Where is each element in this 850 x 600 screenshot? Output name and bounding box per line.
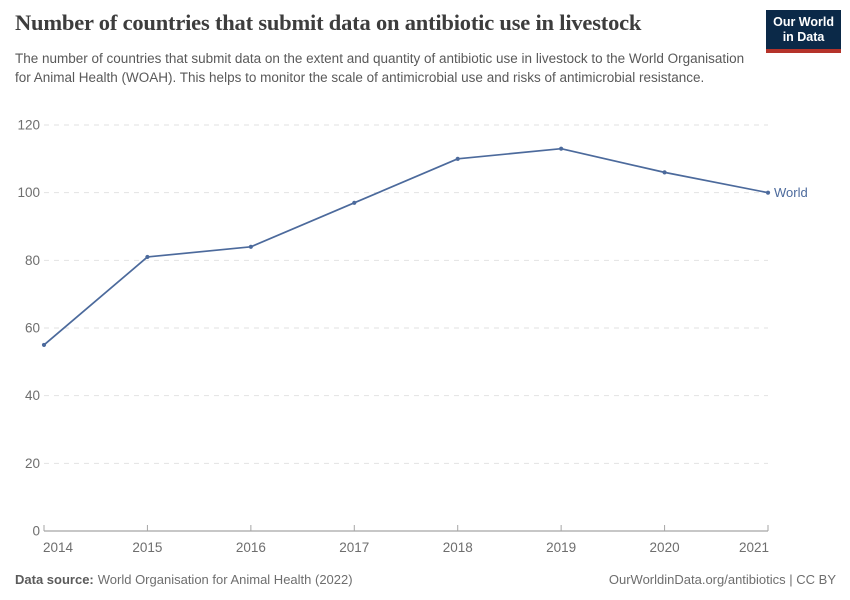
chart-subtitle: The number of countries that submit data… bbox=[15, 51, 745, 85]
data-source-label: Data source: bbox=[15, 572, 94, 587]
y-axis-label-60: 60 bbox=[25, 321, 40, 336]
x-axis-label-2017: 2017 bbox=[339, 540, 369, 555]
data-point-2020[interactable] bbox=[662, 170, 667, 175]
y-axis-label-120: 120 bbox=[17, 118, 40, 133]
data-source-text: World Organisation for Animal Health (20… bbox=[97, 572, 353, 587]
world-line[interactable] bbox=[43, 147, 769, 346]
x-axis-label-2018: 2018 bbox=[443, 540, 473, 555]
owid-logo-line1: Our World bbox=[773, 15, 834, 29]
page-title: Number of countries that submit data on … bbox=[15, 10, 642, 35]
data-point-2018[interactable] bbox=[455, 156, 460, 161]
y-axis-label-20: 20 bbox=[25, 456, 40, 471]
x-axis-label-2021: 2021 bbox=[739, 540, 769, 555]
data-point-2021[interactable] bbox=[765, 190, 771, 195]
credit-link[interactable]: OurWorldinData.org/antibiotics | CC BY bbox=[608, 572, 836, 587]
data-source: Data source: World Organisation for Anima… bbox=[15, 572, 353, 587]
data-point-2016[interactable] bbox=[248, 244, 253, 249]
x-axis-label-2014: 2014 bbox=[43, 540, 74, 555]
data-point-2017[interactable] bbox=[352, 200, 357, 205]
data-point-2019[interactable] bbox=[559, 146, 564, 151]
footer: Data source: World Organisation for Anima… bbox=[15, 572, 836, 587]
y-axis-label-40: 40 bbox=[25, 388, 40, 403]
y-axis-label-100: 100 bbox=[17, 185, 40, 200]
series-label-world: World bbox=[774, 185, 808, 200]
x-axis-label-2016: 2016 bbox=[236, 540, 266, 555]
owid-logo[interactable]: Our World in Data bbox=[766, 10, 841, 53]
x-axis-label-2015: 2015 bbox=[132, 540, 162, 555]
y-axis-label-80: 80 bbox=[25, 253, 40, 268]
x-axis-label-2020: 2020 bbox=[650, 540, 680, 555]
data-point-2014[interactable] bbox=[41, 342, 47, 348]
data-point-2015[interactable] bbox=[145, 254, 150, 260]
x-axis-label-2019: 2019 bbox=[546, 540, 576, 555]
y-axis-label-0: 0 bbox=[32, 524, 40, 539]
owid-logo-line2: in Data bbox=[782, 30, 825, 44]
